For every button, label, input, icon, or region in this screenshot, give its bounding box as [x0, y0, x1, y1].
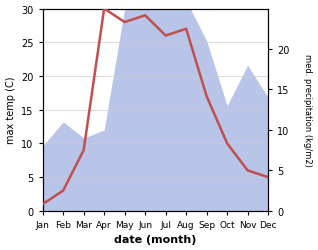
- X-axis label: date (month): date (month): [114, 234, 197, 244]
- Y-axis label: med. precipitation (kg/m2): med. precipitation (kg/m2): [303, 54, 313, 166]
- Y-axis label: max temp (C): max temp (C): [5, 77, 16, 144]
